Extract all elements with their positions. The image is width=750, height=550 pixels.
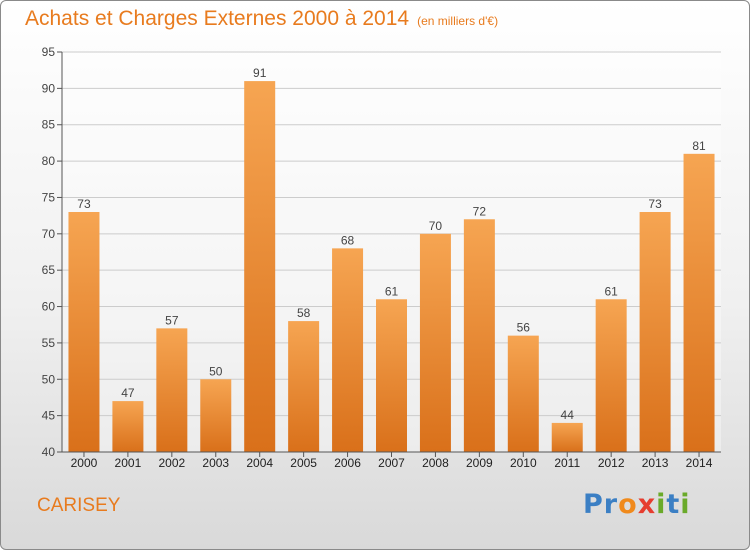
x-tick-label: 2011: [554, 456, 580, 470]
bar-value-label: 44: [561, 408, 575, 422]
bar: [507, 335, 539, 452]
x-tick-label: 2014: [686, 456, 713, 470]
x-tick-label: 2006: [334, 456, 361, 470]
commune-name: CARISEY: [37, 495, 121, 516]
bar-value-label: 58: [297, 306, 311, 320]
bar-value-label: 81: [692, 139, 706, 153]
chart-title-main: Achats et Charges Externes 2000 à 2014: [25, 7, 410, 30]
proxiti-logo: Proxiti: [583, 489, 691, 520]
y-tick-label: 80: [42, 154, 56, 168]
chart-title-unit: (en milliers d'€): [417, 14, 499, 28]
bar: [68, 212, 100, 452]
bar: [683, 153, 715, 452]
y-tick-label: 55: [42, 336, 56, 350]
bar-value-label: 91: [253, 66, 267, 80]
logo-letter: t: [666, 489, 681, 520]
y-tick-label: 75: [42, 190, 56, 204]
x-tick-label: 2001: [115, 456, 142, 470]
bar: [463, 219, 495, 452]
logo-letter: P: [583, 489, 604, 520]
y-tick-label: 95: [42, 45, 56, 59]
chart-title: Achats et Charges Externes 2000 à 2014 (e…: [25, 7, 498, 31]
y-tick-label: 40: [42, 445, 56, 459]
bar-value-label: 68: [341, 233, 355, 247]
bar: [156, 328, 188, 452]
bar: [639, 212, 671, 452]
bar-value-label: 56: [517, 321, 531, 335]
bar: [244, 81, 276, 452]
bar: [332, 248, 364, 452]
x-tick-label: 2005: [290, 456, 317, 470]
bar-value-label: 61: [604, 284, 618, 298]
x-tick-label: 2002: [158, 456, 185, 470]
bar: [595, 299, 627, 452]
bar-value-label: 50: [209, 364, 223, 378]
y-tick-label: 90: [42, 81, 56, 95]
x-tick-label: 2010: [510, 456, 537, 470]
bar-value-label: 73: [648, 197, 662, 211]
x-tick-label: 2000: [71, 456, 98, 470]
x-tick-label: 2008: [422, 456, 449, 470]
bar-value-label: 57: [165, 313, 179, 327]
bar-value-label: 73: [77, 197, 91, 211]
x-tick-label: 2003: [202, 456, 229, 470]
x-tick-label: 2012: [598, 456, 625, 470]
logo-letter: i: [656, 489, 667, 520]
bar: [551, 422, 583, 452]
y-tick-label: 45: [42, 409, 56, 423]
x-tick-label: 2007: [378, 456, 405, 470]
y-tick-label: 60: [42, 300, 56, 314]
bar: [288, 321, 320, 452]
y-tick-label: 65: [42, 263, 56, 277]
x-tick-label: 2004: [246, 456, 273, 470]
x-tick-label: 2013: [642, 456, 669, 470]
logo-letter: o: [618, 489, 638, 520]
logo-letter: x: [637, 489, 657, 520]
y-tick-label: 70: [42, 227, 56, 241]
bar-value-label: 61: [385, 284, 399, 298]
logo-letter: r: [603, 489, 619, 520]
y-tick-label: 85: [42, 118, 56, 132]
bar: [200, 379, 232, 452]
bar-value-label: 72: [473, 204, 487, 218]
x-tick-label: 2009: [466, 456, 493, 470]
y-tick-label: 50: [42, 372, 56, 386]
logo-letter: i: [680, 489, 691, 520]
bar-value-label: 70: [429, 219, 443, 233]
bar: [112, 401, 144, 452]
bar: [376, 299, 407, 452]
bar-value-label: 47: [121, 386, 135, 400]
bar: [419, 233, 451, 452]
